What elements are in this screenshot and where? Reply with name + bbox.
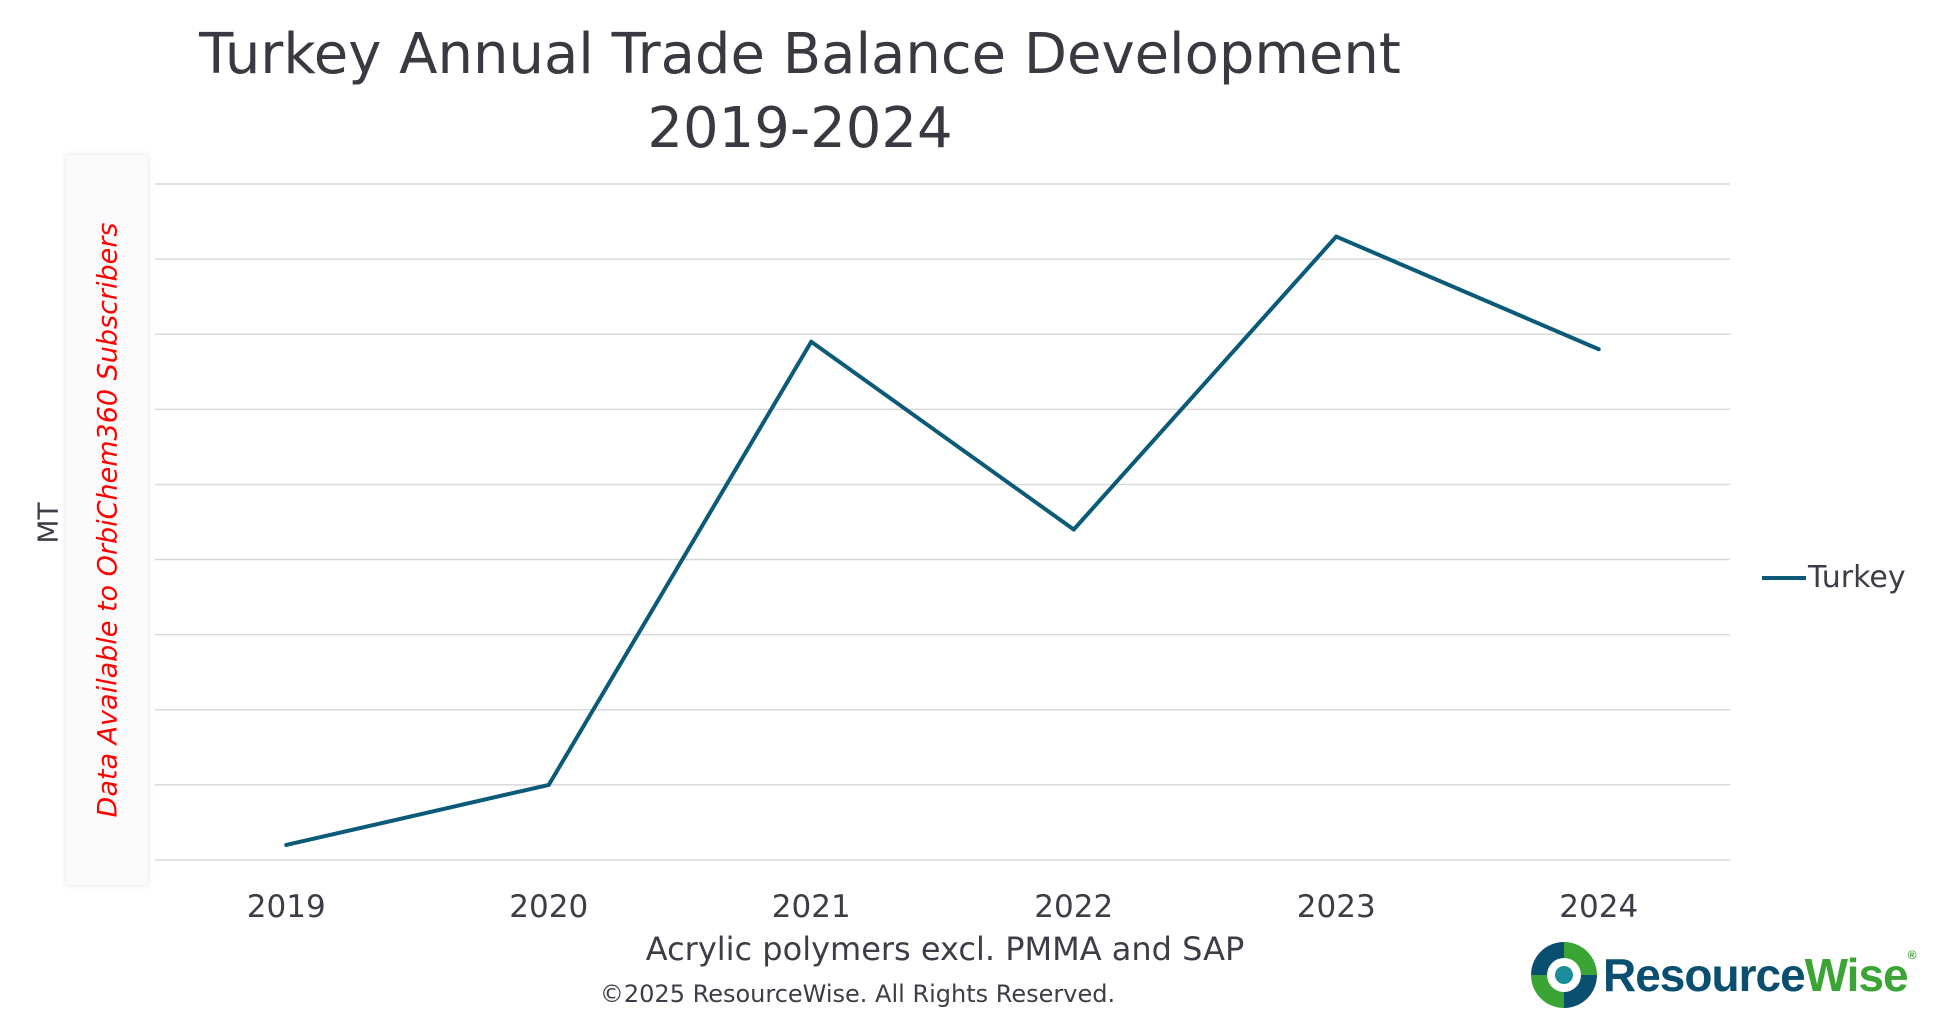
x-tick-labels: 2019 2020 2021 2022 2023 2024 <box>247 889 1638 925</box>
x-tick-label-2019: 2019 <box>247 889 326 925</box>
logo-text-resource: Resource <box>1603 949 1806 1001</box>
legend-label-turkey: Turkey <box>1808 560 1906 595</box>
x-tick-label-2021: 2021 <box>772 889 851 925</box>
resourcewise-swirl-icon <box>1531 942 1597 1008</box>
x-tick-label-2022: 2022 <box>1034 889 1113 925</box>
legend: Turkey <box>1762 560 1906 595</box>
x-tick-label-2024: 2024 <box>1559 889 1638 925</box>
x-tick-label-2020: 2020 <box>509 889 588 925</box>
data-point-2023 <box>1334 234 1339 239</box>
data-point-2019 <box>284 842 289 847</box>
chart-title-main: Turkey Annual Trade Balance Development <box>199 22 1401 87</box>
legend-swatch-turkey <box>1762 575 1806 580</box>
x-tick-label-2023: 2023 <box>1297 889 1376 925</box>
data-point-2024 <box>1596 347 1601 352</box>
data-point-2022 <box>1071 527 1076 532</box>
data-point-2020 <box>546 782 551 787</box>
data-point-2021 <box>809 339 814 344</box>
series-line-turkey <box>285 234 1600 847</box>
chart-title: Turkey Annual Trade Balance Development … <box>0 18 1600 166</box>
x-axis-label: Acrylic polymers excl. PMMA and SAP <box>645 930 1245 968</box>
watermark-panel <box>66 155 148 885</box>
logo-text-wise: Wise <box>1804 949 1909 1001</box>
copyright-notice: ©2025 ResourceWise. All Rights Reserved. <box>599 980 1116 1008</box>
chart-subtitle: 2019-2024 <box>647 96 953 161</box>
gridlines <box>155 183 1730 861</box>
series-layer <box>284 234 1601 847</box>
logo-wordmark: ResourceWise® <box>1603 948 1917 1002</box>
resourcewise-logo: ResourceWise® <box>1525 936 1917 1014</box>
logo-registered-mark: ® <box>1907 948 1917 962</box>
